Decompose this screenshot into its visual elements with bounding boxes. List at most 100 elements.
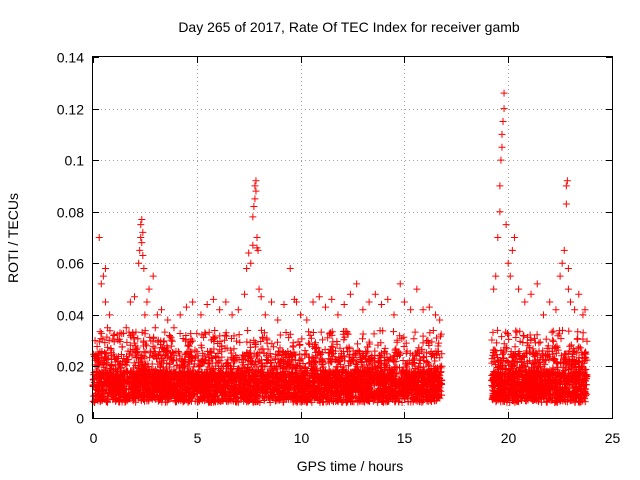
data-point: [140, 337, 148, 345]
data-point: [225, 361, 233, 369]
data-point: [263, 339, 271, 347]
data-point: [415, 350, 423, 358]
data-point: [256, 399, 264, 407]
data-point: [423, 337, 431, 345]
data-point: [267, 392, 275, 400]
data-point: [93, 354, 101, 362]
data-point: [180, 358, 188, 366]
data-point: [410, 395, 418, 403]
data-point: [278, 377, 286, 385]
data-point: [227, 334, 235, 342]
data-point: [493, 339, 501, 347]
data-point: [215, 358, 223, 366]
data-point: [158, 343, 166, 351]
data-point: [176, 352, 184, 360]
data-point: [351, 378, 359, 386]
data-point: [230, 357, 238, 365]
data-point: [284, 354, 292, 362]
data-point: [293, 383, 301, 391]
data-point: [260, 380, 268, 388]
data-point: [374, 341, 382, 349]
data-point: [219, 391, 227, 399]
data-point: [161, 328, 169, 336]
data-point: [432, 368, 440, 376]
data-point: [398, 391, 406, 399]
data-point: [130, 395, 138, 403]
data-point: [212, 353, 220, 361]
data-point: [268, 374, 276, 382]
data-point: [533, 331, 541, 339]
data-point: [302, 393, 310, 401]
data-point: [331, 377, 339, 385]
data-point: [250, 336, 258, 344]
data-point: [426, 375, 434, 383]
data-point: [285, 377, 293, 385]
data-point: [216, 366, 224, 374]
data-point: [95, 361, 103, 369]
data-point: [296, 350, 304, 358]
data-point: [220, 371, 228, 379]
data-point: [330, 374, 338, 382]
data-point: [126, 341, 134, 349]
data-point: [255, 348, 263, 356]
data-point: [504, 359, 512, 367]
data-point: [180, 374, 188, 382]
data-point: [298, 397, 306, 405]
data-point: [235, 331, 243, 339]
data-point: [123, 397, 131, 405]
data-point: [171, 397, 179, 405]
data-point: [96, 378, 104, 386]
data-point: [207, 349, 215, 357]
data-point: [354, 346, 362, 354]
data-point: [103, 360, 111, 368]
data-point: [373, 369, 381, 377]
data-point: [218, 342, 226, 350]
data-point: [230, 345, 238, 353]
data-point: [308, 390, 316, 398]
data-point: [365, 384, 373, 392]
data-point: [110, 338, 118, 346]
data-point: [131, 385, 139, 393]
data-point: [426, 329, 434, 337]
data-point: [197, 341, 205, 349]
data-point: [162, 352, 170, 360]
data-point: [115, 335, 123, 343]
data-point: [282, 378, 290, 386]
data-point: [375, 359, 383, 367]
data-point: [227, 376, 235, 384]
data-point: [230, 359, 238, 367]
data-point: [264, 345, 272, 353]
data-point: [314, 376, 322, 384]
data-point: [270, 363, 278, 371]
data-point: [217, 397, 225, 405]
data-point: [246, 378, 254, 386]
data-point: [328, 343, 336, 351]
data-point: [170, 380, 178, 388]
data-point: [115, 391, 123, 399]
data-point: [264, 357, 272, 364]
data-point: [202, 372, 210, 380]
data-point: [265, 395, 273, 403]
data-point: [240, 386, 248, 394]
data-point: [402, 349, 410, 357]
data-point: [357, 394, 365, 402]
data-point: [276, 347, 284, 355]
data-point: [197, 357, 205, 365]
data-point: [502, 328, 510, 336]
data-point: [93, 342, 101, 350]
data-point: [235, 381, 243, 389]
data-point: [433, 350, 441, 358]
data-point: [278, 370, 286, 378]
data-point: [415, 386, 423, 394]
data-point: [376, 378, 384, 386]
data-point: [310, 370, 318, 378]
data-point: [294, 338, 302, 346]
data-point: [103, 380, 111, 388]
data-point: [245, 368, 253, 376]
data-point: [355, 375, 363, 383]
data-point: [244, 396, 252, 404]
data-point: [103, 372, 111, 380]
data-point: [129, 345, 137, 353]
data-point: [235, 356, 243, 364]
data-point: [362, 396, 370, 404]
